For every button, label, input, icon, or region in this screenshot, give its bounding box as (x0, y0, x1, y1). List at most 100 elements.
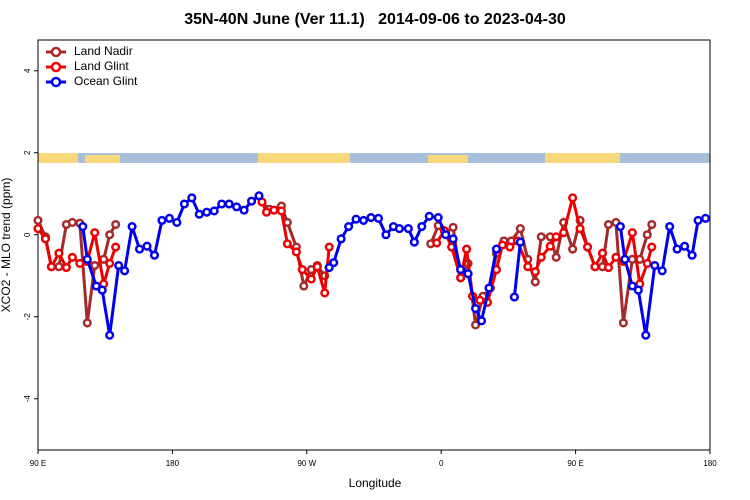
data-point (97, 285, 107, 295)
data-point (627, 228, 637, 238)
data-point (456, 265, 466, 275)
data-point (142, 241, 152, 251)
data-point (82, 318, 92, 328)
data-point (187, 193, 197, 203)
data-point (409, 237, 419, 247)
data-point (641, 330, 651, 340)
x-tick-label: 90 E (567, 459, 583, 468)
data-point (432, 238, 442, 248)
data-point (78, 222, 88, 232)
data-point (40, 234, 51, 244)
data-point (672, 244, 682, 254)
data-point (700, 213, 711, 223)
data-point (693, 215, 703, 225)
data-point (239, 205, 249, 215)
data-point (276, 206, 286, 216)
legend-label: Ocean Glint (74, 74, 138, 88)
data-point (647, 219, 657, 230)
x-tick-label: 180 (166, 459, 180, 468)
data-point (536, 232, 546, 242)
data-point (633, 285, 643, 295)
data-point (642, 230, 652, 240)
data-point (120, 266, 130, 276)
data-point (75, 258, 85, 269)
data-point (627, 281, 637, 291)
data-point (476, 316, 487, 326)
data-point (254, 191, 264, 201)
data-point (291, 247, 301, 257)
data-point (105, 330, 115, 340)
data-point (157, 215, 167, 225)
y-tick-label: 4 (23, 68, 32, 73)
data-point (505, 242, 515, 252)
data-point (403, 224, 413, 234)
data-point (105, 230, 115, 240)
y-axis-label: XCO2 - MLO trend (ppm) (0, 178, 13, 313)
data-point (680, 241, 690, 251)
x-tick-label: 0 (439, 459, 444, 468)
legend-swatch (50, 76, 62, 88)
data-point (324, 242, 334, 252)
data-point (306, 274, 316, 284)
data-point (484, 283, 494, 293)
y-tick-label: -2 (23, 313, 32, 321)
data-point (551, 252, 561, 262)
series-line (36, 197, 654, 305)
data-point (366, 212, 376, 223)
data-point (417, 222, 427, 232)
data-point (448, 234, 458, 244)
data-point (536, 252, 546, 262)
data-point (615, 222, 625, 232)
data-point (54, 262, 64, 272)
data-point (470, 320, 481, 330)
data-point (515, 224, 525, 234)
data-point (687, 250, 697, 260)
data-point (164, 213, 174, 223)
legend-label: Land Nadir (74, 44, 133, 58)
data-point (497, 240, 507, 250)
data-point (448, 222, 458, 232)
data-point (111, 242, 121, 252)
x-tick-label: 90 E (30, 459, 46, 468)
data-point (650, 260, 660, 271)
legend-label: Land Glint (74, 59, 129, 73)
data-point (217, 199, 227, 209)
data-point (559, 228, 569, 238)
x-tick-label: 90 W (297, 459, 316, 468)
data-point (33, 224, 43, 234)
legend-swatch (50, 61, 62, 73)
data-point (647, 242, 657, 252)
data-point (61, 263, 71, 273)
data-point (568, 244, 578, 254)
data-point (297, 265, 307, 275)
data-point (114, 260, 124, 271)
data-point (545, 241, 555, 251)
data-point (665, 222, 675, 232)
data-point (582, 242, 593, 252)
data-point (462, 244, 472, 254)
data-point (261, 207, 272, 217)
data-point (82, 254, 92, 264)
data-point (329, 258, 339, 268)
data-point (530, 267, 540, 277)
y-tick-label: -4 (23, 395, 32, 403)
data-point (441, 230, 451, 240)
y-tick-label: 0 (23, 232, 32, 237)
data-point (67, 252, 77, 262)
data-point (269, 205, 279, 215)
data-point (523, 262, 533, 272)
data-point (509, 292, 519, 302)
data-point (209, 206, 219, 216)
data-point (575, 224, 585, 234)
data-point (320, 288, 330, 298)
data-point (463, 269, 473, 279)
legend-swatch (50, 46, 62, 58)
data-point (597, 248, 608, 258)
data-point (134, 244, 145, 254)
data-point (551, 232, 561, 242)
data-point (433, 212, 443, 223)
data-point (491, 244, 502, 254)
data-point (336, 234, 346, 244)
data-point (224, 199, 234, 209)
y-tick-label: 2 (23, 150, 32, 155)
